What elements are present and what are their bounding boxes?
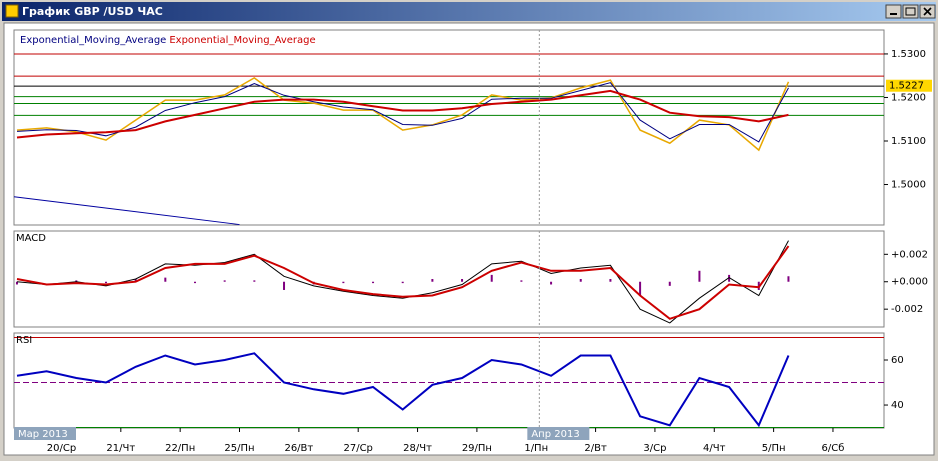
last-price-box [886, 79, 932, 92]
chart-area [3, 22, 935, 456]
x-tick-label: 1/Пн [524, 443, 548, 454]
y-tick-label: -0.002 [891, 304, 923, 315]
series-line [16, 245, 790, 320]
y-tick-label: 1.5100 [891, 136, 926, 147]
period-box [14, 427, 76, 440]
last-price-label: 1.5227 [889, 81, 924, 92]
period-label: Апр 2013 [531, 429, 579, 440]
legend-entry: Exponential_Moving_Average [20, 35, 166, 46]
x-tick-label: 4/Чт [703, 443, 726, 454]
panel-frame [13, 230, 885, 328]
title-bar [2, 2, 936, 21]
period-label: Мар 2013 [18, 429, 68, 440]
restore-icon [905, 7, 916, 16]
panel-frame [13, 29, 885, 226]
x-tick-label: 21/Чт [106, 443, 135, 454]
window-title: График GBP /USD ЧАС [22, 5, 163, 18]
x-tick-label: 22/Пн [165, 443, 195, 454]
y-tick-label: 1.5200 [891, 92, 926, 103]
y-tick-label: +0.002 [891, 249, 928, 260]
minimize-button[interactable] [885, 4, 902, 19]
panel-title: MACD [16, 233, 46, 244]
period-box [527, 427, 590, 440]
x-tick-label: 6/Сб [822, 443, 845, 454]
y-tick-label: 1.5000 [891, 180, 926, 191]
x-tick-label: 27/Ср [343, 443, 372, 454]
series-line [16, 77, 790, 152]
x-tick-label: 26/Вт [284, 443, 313, 454]
legend: Exponential_Moving_Average Exponential_Mo… [20, 35, 316, 46]
series-line [16, 352, 790, 428]
series-line [16, 240, 789, 324]
y-tick-label: 60 [891, 355, 904, 366]
x-tick-label: 25/Пн [224, 443, 254, 454]
x-tick-label: 28/Чт [403, 443, 432, 454]
x-tick-label: 29/Пн [462, 443, 492, 454]
series-line [16, 82, 789, 143]
x-tick-label: 3/Ср [643, 443, 666, 454]
trend-line [13, 196, 240, 226]
x-tick-label: 5/Пн [762, 443, 786, 454]
series-line [16, 89, 789, 139]
legend-entry: Exponential_Moving_Average [169, 35, 315, 46]
panel-title: RSI [16, 335, 32, 346]
x-tick-label: 20/Ср [47, 443, 76, 454]
y-tick-label: 40 [891, 400, 904, 411]
y-tick-label: 1.5300 [891, 49, 926, 60]
y-tick-label: +0.000 [891, 277, 928, 288]
window-buttons[interactable] [885, 4, 936, 19]
window-icon [5, 4, 19, 18]
restore-button[interactable] [902, 4, 919, 19]
x-tick-label: 2/Вт [584, 443, 607, 454]
close-icon [923, 7, 932, 16]
